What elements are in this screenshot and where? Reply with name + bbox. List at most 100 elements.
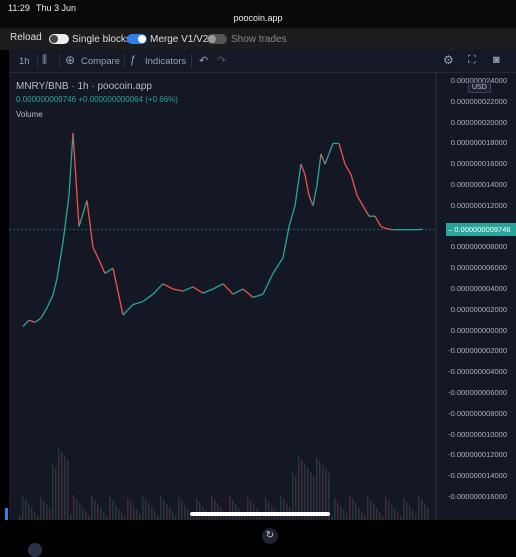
reload-button[interactable]: Reload bbox=[10, 32, 42, 43]
tradingview-logo-icon bbox=[28, 543, 42, 557]
volume-bar bbox=[139, 514, 141, 520]
price-segment bbox=[41, 308, 47, 318]
price-axis-tick: -0.000000006000 bbox=[448, 388, 507, 397]
reset-view-icon[interactable]: ↻ bbox=[262, 528, 278, 544]
volume-bar bbox=[232, 500, 234, 520]
price-segment bbox=[133, 301, 143, 304]
volume-bar bbox=[160, 496, 162, 520]
volume-bar bbox=[88, 515, 90, 520]
volume-bar bbox=[133, 506, 135, 520]
volume-bar bbox=[346, 514, 348, 520]
price-segment bbox=[99, 260, 105, 274]
volume-bar bbox=[157, 515, 159, 520]
volume-bar bbox=[196, 498, 198, 520]
volume-bar bbox=[97, 504, 99, 520]
scroll-indicator bbox=[5, 508, 8, 520]
volume-bar bbox=[40, 497, 42, 520]
price-axis-tick: 0.000000008000 bbox=[451, 242, 507, 251]
volume-bar bbox=[361, 511, 363, 520]
undo-icon[interactable]: ↶ bbox=[199, 54, 208, 67]
compare-button[interactable]: Compare bbox=[81, 56, 120, 67]
price-axis-tick: -0.000000010000 bbox=[448, 430, 507, 439]
indicators-button[interactable]: Indicators bbox=[145, 56, 186, 67]
volume-bar bbox=[37, 516, 39, 520]
interval-button[interactable]: 1h bbox=[19, 56, 30, 67]
volume-bar bbox=[109, 497, 111, 520]
price-axis-tick: 0.000000000000 bbox=[451, 326, 507, 335]
redo-icon[interactable]: ↷ bbox=[217, 54, 226, 67]
address-url[interactable]: poocoin.app bbox=[0, 13, 516, 23]
volume-bar bbox=[424, 503, 426, 520]
volume-bar bbox=[34, 512, 36, 520]
price-segment bbox=[143, 294, 153, 301]
volume-bar bbox=[136, 510, 138, 520]
price-segment bbox=[69, 133, 73, 195]
camera-icon[interactable]: ◙ bbox=[493, 54, 500, 66]
currency-select[interactable]: USD bbox=[468, 82, 491, 93]
status-time: 11:29 bbox=[8, 3, 30, 13]
volume-bar bbox=[172, 512, 174, 520]
volume-bar bbox=[148, 503, 150, 520]
settings-gear-icon[interactable]: ⚙ bbox=[443, 53, 454, 67]
volume-bar bbox=[82, 507, 84, 520]
price-segment bbox=[183, 287, 193, 291]
price-segment bbox=[35, 318, 41, 322]
home-indicator bbox=[190, 512, 330, 516]
volume-bar bbox=[301, 460, 303, 520]
price-segment bbox=[263, 273, 273, 294]
price-segment bbox=[233, 289, 243, 294]
merge-toggle[interactable] bbox=[127, 34, 147, 44]
volume-bar bbox=[61, 452, 63, 520]
fullscreen-icon[interactable]: ⛶ bbox=[468, 54, 476, 67]
price-segment bbox=[283, 227, 289, 258]
volume-bar bbox=[52, 463, 54, 520]
volume-bar bbox=[379, 512, 381, 520]
price-axis-tick: -0.000000016000 bbox=[448, 492, 507, 501]
merge-label: Merge V1/V2 bbox=[150, 34, 208, 45]
price-chart[interactable] bbox=[9, 50, 516, 520]
volume-bar bbox=[214, 499, 216, 520]
chart-panel[interactable]: 1h ⫼ ⊕ Compare ƒ Indicators ↶ ↷ ⚙ ⛶ ◙ MN… bbox=[9, 50, 516, 520]
volume-bar bbox=[388, 501, 390, 520]
volume-bar bbox=[46, 505, 48, 520]
price-segment bbox=[123, 305, 133, 315]
volume-bar bbox=[187, 509, 189, 520]
last-price-label: – 0.000000009746 bbox=[446, 223, 516, 236]
volume-bar bbox=[343, 510, 345, 520]
volume-bar bbox=[145, 499, 147, 520]
single-blocks-toggle[interactable] bbox=[49, 34, 69, 44]
price-segment bbox=[375, 216, 381, 226]
volume-bar bbox=[73, 495, 75, 520]
volume-bar bbox=[67, 460, 69, 520]
volume-bar bbox=[181, 501, 183, 520]
volume-bar bbox=[382, 516, 384, 520]
volume-bar bbox=[316, 457, 318, 520]
price-segment bbox=[351, 175, 357, 196]
price-axis-tick: 0.000000018000 bbox=[451, 138, 507, 147]
volume-bar bbox=[364, 515, 366, 520]
volume-bar bbox=[28, 504, 30, 520]
price-segment bbox=[203, 289, 213, 293]
price-segment bbox=[57, 242, 63, 278]
volume-bar bbox=[151, 507, 153, 520]
price-segment bbox=[87, 201, 93, 248]
price-segment bbox=[381, 227, 387, 229]
price-segment bbox=[313, 185, 317, 206]
price-segment bbox=[63, 195, 69, 242]
volume-bar bbox=[49, 509, 51, 520]
volume-bars bbox=[19, 448, 429, 520]
show-trades-toggle[interactable] bbox=[207, 34, 227, 44]
volume-bar bbox=[76, 499, 78, 520]
price-segment bbox=[289, 206, 295, 227]
volume-bar bbox=[100, 508, 102, 520]
volume-bar bbox=[31, 508, 33, 520]
candle-style-icon[interactable]: ⫼ bbox=[42, 54, 47, 67]
single-blocks-label: Single blocks bbox=[72, 34, 131, 45]
price-segment bbox=[193, 287, 203, 293]
price-segment bbox=[113, 268, 123, 315]
volume-bar bbox=[121, 513, 123, 520]
price-axis-tick: 0.000000022000 bbox=[451, 97, 507, 106]
volume-bar bbox=[229, 496, 231, 520]
volume-bar bbox=[340, 506, 342, 520]
price-axis-tick: -0.000000002000 bbox=[448, 346, 507, 355]
